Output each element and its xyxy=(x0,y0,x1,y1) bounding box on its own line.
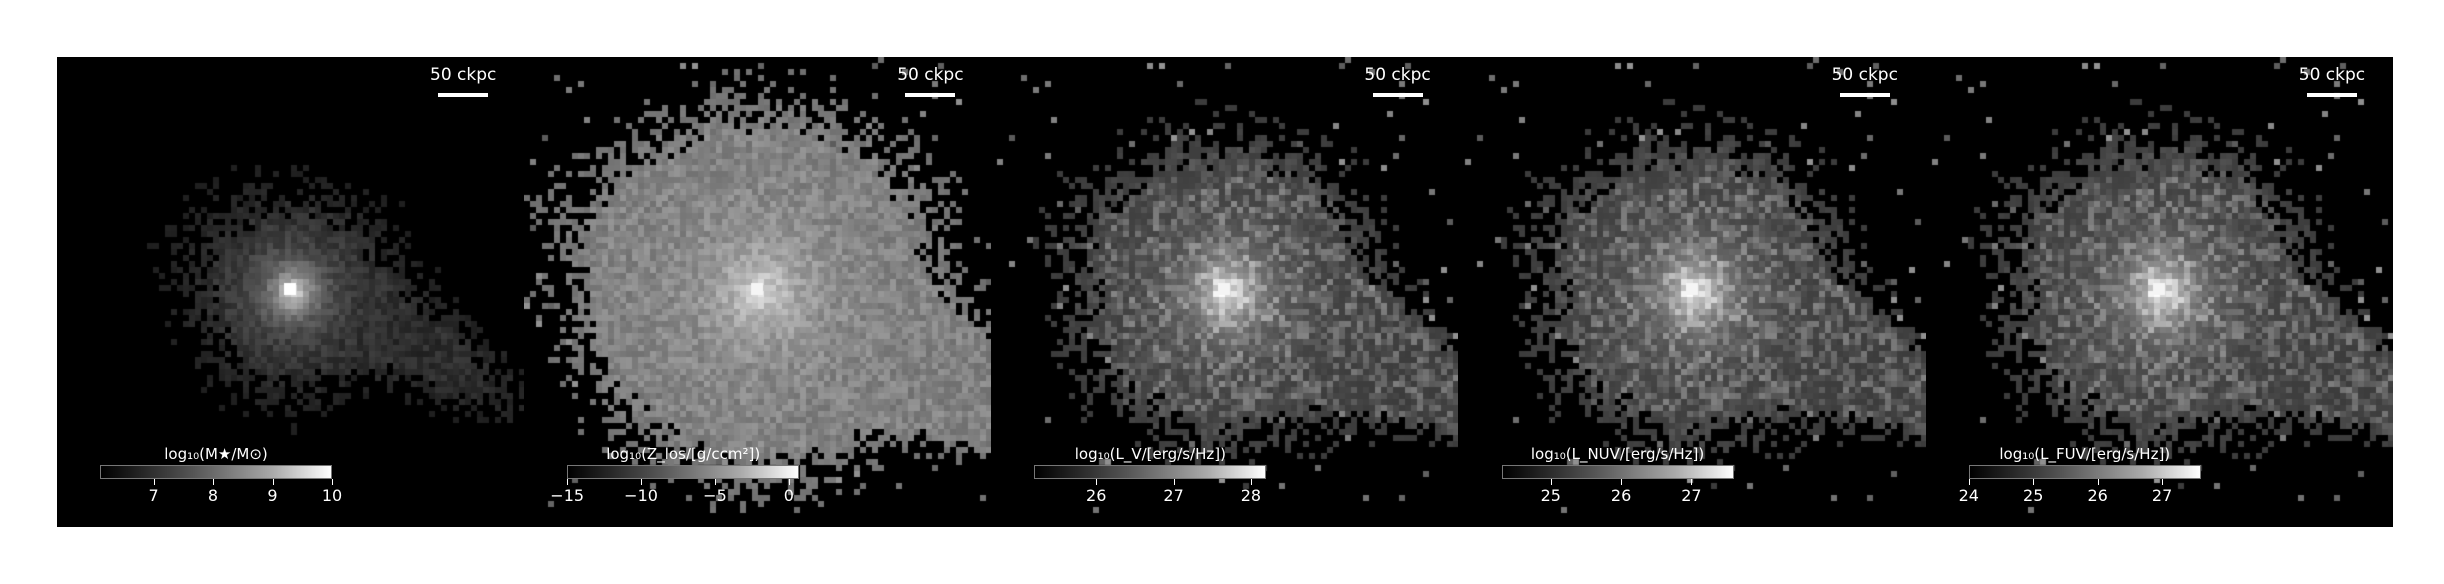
colorbar-label: log₁₀(Z_los/[g/ccm²]) xyxy=(606,445,761,463)
metallicity-map xyxy=(524,57,992,527)
colorbar: log₁₀(M★/M⊙) 7 8 9 10 xyxy=(100,445,400,525)
panel-metallicity-los: 50 ckpc log₁₀(Z_los/[g/ccm²]) −15 −10 −5 0 xyxy=(524,57,992,527)
colorbar-tick xyxy=(714,479,716,485)
colorbar-tick-label: 27 xyxy=(2151,486,2173,505)
colorbar-tick xyxy=(2033,479,2035,485)
scale-bar xyxy=(1839,93,1890,97)
colorbar-label: log₁₀(L_FUV/[erg/s/Hz]) xyxy=(1999,445,2171,463)
panel-luminosity-fuv: 50 ckpc log₁₀(L_FUV/[erg/s/Hz]) 24 25 26 27 xyxy=(1925,57,2393,527)
colorbar-gradient xyxy=(1501,465,1734,479)
colorbar-label: log₁₀(L_V/[erg/s/Hz]) xyxy=(1074,445,1226,463)
colorbar-tick xyxy=(641,479,643,485)
scale-bar xyxy=(905,93,956,97)
colorbar-tick xyxy=(1968,479,1970,485)
colorbar-tick xyxy=(153,479,155,485)
colorbar-tick-label: −10 xyxy=(624,486,658,505)
scale-label: 50 ckpc xyxy=(897,65,964,85)
scale-indicator: 50 ckpc xyxy=(2297,65,2367,97)
colorbar-label: log₁₀(L_NUV/[erg/s/Hz]) xyxy=(1530,445,1705,463)
colorbar-tick-label: 26 xyxy=(1610,486,1632,505)
panel-stellar-mass: 50 ckpc log₁₀(M★/M⊙) 7 8 9 10 xyxy=(57,57,525,527)
colorbar-gradient xyxy=(1034,465,1267,479)
scale-label: 50 ckpc xyxy=(2298,65,2366,85)
colorbar-tick-label: 27 xyxy=(1681,486,1702,505)
colorbar-tick-label: 7 xyxy=(148,486,159,505)
scale-indicator: 50 ckpc xyxy=(1830,65,1900,97)
colorbar-tick xyxy=(1096,479,1098,485)
colorbar-tick-label: 27 xyxy=(1163,486,1184,505)
colorbar-tick-label: 28 xyxy=(1240,486,1262,505)
colorbar-tick xyxy=(1173,479,1175,485)
luminosity-fuv-map xyxy=(1925,57,2393,527)
colorbar-tick-label: 8 xyxy=(207,486,219,505)
colorbar-tick-label: 10 xyxy=(321,486,343,505)
figure: 50 ckpc log₁₀(M★/M⊙) 7 8 9 10 50 ckpc log₁₀… xyxy=(57,57,2393,527)
colorbar-tick-label: 25 xyxy=(1540,486,1561,505)
luminosity-nuv-map xyxy=(1458,57,1926,527)
colorbar-tick xyxy=(567,479,569,485)
colorbar-tick-label: −5 xyxy=(703,486,727,505)
scale-bar xyxy=(438,93,489,97)
colorbar: log₁₀(L_NUV/[erg/s/Hz]) 25 26 27 xyxy=(1501,445,1802,525)
colorbar-tick-label: −15 xyxy=(550,486,585,505)
colorbar-gradient xyxy=(100,465,332,479)
panel-luminosity-nuv: 50 ckpc log₁₀(L_NUV/[erg/s/Hz]) 25 26 27 xyxy=(1458,57,1926,527)
colorbar-tick xyxy=(2097,479,2099,485)
colorbar-tick-label: 9 xyxy=(267,486,278,505)
colorbar-tick xyxy=(272,479,274,485)
colorbar-gradient xyxy=(1968,465,2201,479)
colorbar: log₁₀(L_V/[erg/s/Hz]) 26 27 28 xyxy=(1034,445,1334,525)
colorbar-tick xyxy=(1621,479,1623,485)
colorbar-tick-label: 26 xyxy=(2087,486,2108,505)
colorbar-tick xyxy=(2162,479,2164,485)
colorbar-tick-label: 0 xyxy=(783,486,794,505)
colorbar-tick xyxy=(1550,479,1552,485)
scale-indicator: 50 ckpc xyxy=(895,65,965,97)
scale-indicator: 50 ckpc xyxy=(428,65,498,97)
luminosity-v-map xyxy=(991,57,1459,527)
panel-luminosity-v: 50 ckpc log₁₀(L_V/[erg/s/Hz]) 26 27 28 xyxy=(991,57,1459,527)
colorbar-tick xyxy=(1250,479,1252,485)
colorbar-tick-label: 25 xyxy=(2023,486,2044,505)
colorbar-tick xyxy=(1691,479,1693,485)
colorbar: log₁₀(L_FUV/[erg/s/Hz]) 24 25 26 27 xyxy=(1959,445,2269,525)
colorbar-tick xyxy=(788,479,790,485)
colorbar-tick-label: 26 xyxy=(1086,486,1107,505)
scale-label: 50 ckpc xyxy=(1364,65,1431,85)
colorbar-gradient xyxy=(567,465,800,479)
colorbar-tick-label: 24 xyxy=(1958,486,1979,505)
scale-indicator: 50 ckpc xyxy=(1363,65,1433,97)
colorbar-label: log₁₀(M★/M⊙) xyxy=(164,445,268,463)
colorbar-tick xyxy=(332,479,333,485)
scale-bar xyxy=(1372,93,1423,97)
colorbar-tick xyxy=(213,479,215,485)
scale-label: 50 ckpc xyxy=(430,65,497,85)
scale-bar xyxy=(2306,93,2357,97)
stellar-mass-map xyxy=(57,57,524,527)
scale-label: 50 ckpc xyxy=(1831,65,1898,85)
colorbar: log₁₀(Z_los/[g/ccm²]) −15 −10 −5 0 xyxy=(550,445,867,525)
